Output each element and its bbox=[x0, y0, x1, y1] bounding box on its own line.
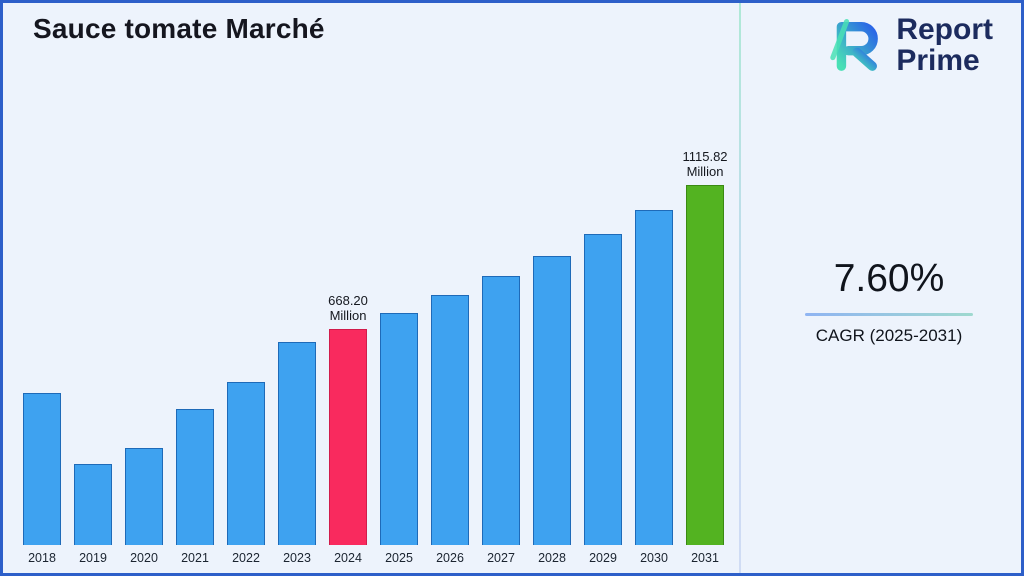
x-axis-label: 2030 bbox=[640, 551, 668, 565]
x-axis-label: 2027 bbox=[487, 551, 515, 565]
bar bbox=[686, 185, 724, 545]
bar-column: 2029 bbox=[584, 234, 622, 565]
bar-column: 668.20 Million 2024 bbox=[328, 292, 368, 565]
x-axis-label: 2024 bbox=[334, 551, 362, 565]
bar-column: 2028 bbox=[533, 256, 571, 565]
bar-column: 2022 bbox=[227, 382, 265, 565]
bar-chart: 2018 2019 2020 2021 2022 2023 668.20 Million 20… bbox=[19, 95, 731, 565]
x-axis-label: 2028 bbox=[538, 551, 566, 565]
x-axis-label: 2022 bbox=[232, 551, 260, 565]
cagr-underline bbox=[805, 313, 973, 316]
x-axis-label: 2026 bbox=[436, 551, 464, 565]
bar-column: 2018 bbox=[23, 393, 61, 565]
logo-wordmark: Report Prime bbox=[896, 12, 993, 77]
bar bbox=[584, 234, 622, 545]
cagr-label: CAGR (2025-2031) bbox=[815, 326, 963, 345]
bar-column: 2026 bbox=[431, 295, 469, 565]
x-axis-label: 2023 bbox=[283, 551, 311, 565]
x-axis-label: 2019 bbox=[79, 551, 107, 565]
bar bbox=[176, 409, 214, 545]
bar bbox=[74, 464, 112, 545]
report-prime-logo: Report Prime bbox=[826, 13, 993, 78]
page-title: Sauce tomate Marché bbox=[33, 13, 325, 44]
x-axis-label: 2018 bbox=[28, 551, 56, 565]
bar-annotation: 1115.82 Million bbox=[682, 148, 728, 180]
bar-column: 2025 bbox=[380, 313, 418, 565]
bar bbox=[125, 448, 163, 545]
bar bbox=[482, 276, 520, 545]
bar-column: 2021 bbox=[176, 409, 214, 565]
bar bbox=[227, 382, 265, 545]
cagr-value: 7.60% bbox=[833, 257, 945, 300]
x-axis-label: 2031 bbox=[691, 551, 719, 565]
report-prime-logo-icon bbox=[826, 13, 886, 78]
x-axis-label: 2025 bbox=[385, 551, 413, 565]
bar-annotation: 668.20 Million bbox=[328, 292, 368, 324]
bar bbox=[278, 342, 316, 545]
bar-column: 2019 bbox=[74, 464, 112, 565]
bar bbox=[533, 256, 571, 545]
vertical-divider bbox=[739, 3, 741, 573]
bar-column: 2020 bbox=[125, 448, 163, 565]
bar bbox=[380, 313, 418, 545]
bar-column: 2023 bbox=[278, 342, 316, 565]
bar bbox=[329, 329, 367, 545]
bar bbox=[431, 295, 469, 545]
bar-column: 2027 bbox=[482, 276, 520, 565]
bar-column: 2030 bbox=[635, 210, 673, 565]
x-axis-label: 2020 bbox=[130, 551, 158, 565]
x-axis-label: 2021 bbox=[181, 551, 209, 565]
logo-word-report: Report bbox=[896, 12, 993, 46]
bar bbox=[635, 210, 673, 545]
logo-word-prime: Prime bbox=[896, 43, 980, 77]
cagr-block: 7.60% CAGR (2025-2031) bbox=[803, 257, 975, 346]
x-axis-label: 2029 bbox=[589, 551, 617, 565]
bar bbox=[23, 393, 61, 545]
bar-column: 1115.82 Million 2031 bbox=[682, 149, 727, 565]
